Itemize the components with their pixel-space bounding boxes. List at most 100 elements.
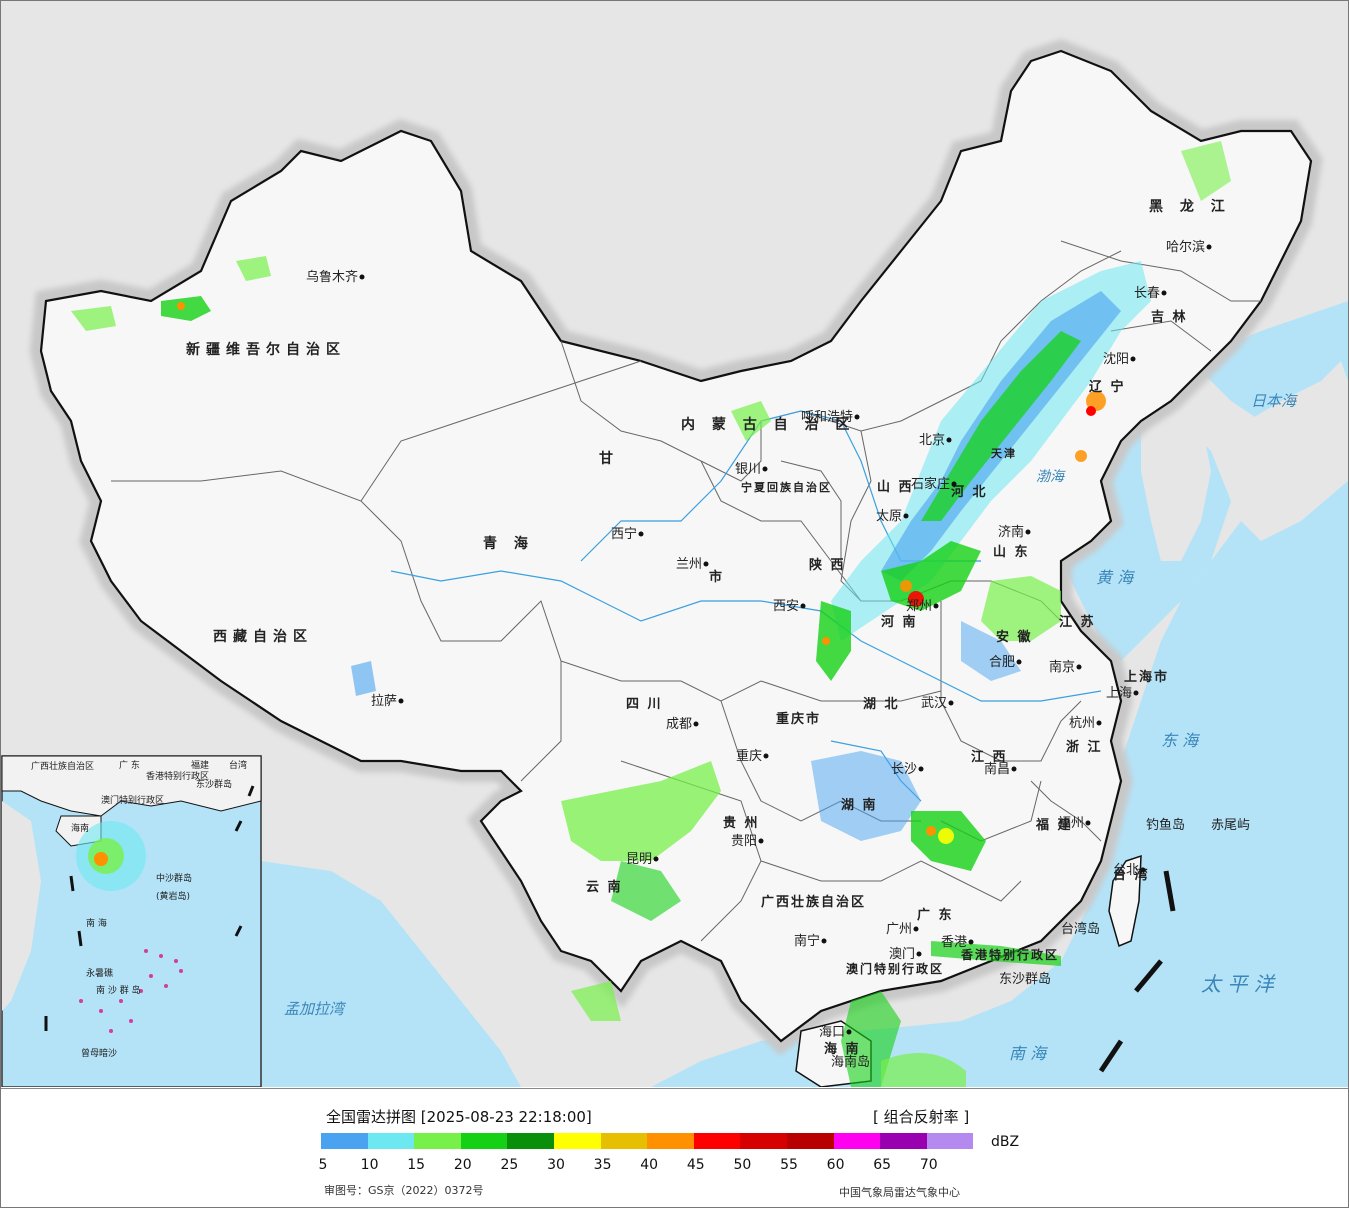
city-label: 济南 [998, 524, 1024, 540]
scale-swatch [740, 1133, 787, 1149]
city-label: 呼和浩特 [801, 410, 853, 425]
inset-label: 台湾 [229, 759, 247, 771]
province-label: 福 建 [1035, 817, 1073, 833]
scale-tick: 25 [500, 1157, 519, 1173]
review-number: 审图号：GS京（2022）0372号 [324, 1184, 484, 1197]
city-dot [1085, 820, 1091, 826]
city-dot [1140, 867, 1146, 873]
city-label: 长沙 [891, 762, 917, 777]
city-dot [903, 513, 909, 519]
scale-tick: 15 [407, 1157, 426, 1173]
province-label: 辽 宁 [1089, 379, 1126, 395]
province-label: 四 川 [626, 697, 663, 712]
scale-swatch [507, 1133, 554, 1149]
city-dot [1076, 664, 1082, 670]
legend-panel: 全国雷达拼图 [2025-08-23 22:18:00] [ 组合反射率 ] d… [1, 1088, 1348, 1207]
city-dot [1133, 690, 1139, 696]
scale-swatch [880, 1133, 927, 1149]
province-label: 广 东 [917, 907, 954, 923]
sea-label: 黄 海 [1096, 568, 1135, 587]
city-label: 南宁 [794, 933, 820, 949]
unit-label: dBZ [991, 1134, 1020, 1150]
scale-tick: 65 [873, 1157, 892, 1173]
city-label: 南昌 [984, 761, 1010, 777]
city-label: 成都 [666, 717, 692, 732]
province-label: 海 南 [824, 1041, 861, 1057]
inset-label: 南 沙 群 岛 [96, 984, 141, 996]
color-scale [321, 1133, 974, 1149]
city-label: 海口 [819, 1025, 845, 1040]
province-label: 陕 西 [809, 557, 846, 573]
city-dot [918, 766, 924, 772]
radar-echoes [71, 141, 1231, 1087]
scale-tick: 30 [547, 1157, 565, 1173]
city-dot [693, 721, 699, 727]
city-label: 拉萨 [371, 694, 397, 709]
island-label: 海南岛 [831, 1054, 870, 1070]
city-label: 澳门 [889, 946, 915, 962]
island-label: 赤尾屿 [1211, 818, 1250, 833]
inset-islands [79, 949, 183, 1033]
city-dot [821, 938, 827, 944]
city-label: 广州 [886, 922, 912, 937]
product-name: [ 组合反射率 ] [873, 1108, 970, 1126]
province-label: 香港特别行政区 [960, 947, 1059, 962]
province-label: 江 西 [971, 749, 1008, 765]
city-label: 西安 [773, 599, 799, 614]
scale-tick: 40 [640, 1157, 659, 1173]
inset-label: 曾母暗沙 [81, 1047, 117, 1059]
city-dot [638, 531, 644, 537]
province-label: 市 [709, 569, 724, 585]
city-dot [758, 838, 764, 844]
sea-label: 太 平 洋 [1201, 972, 1276, 996]
city-label: 台北 [1113, 863, 1139, 878]
scale-tick: 55 [780, 1157, 798, 1173]
scale-swatch [647, 1133, 694, 1149]
scale-swatch [786, 1133, 834, 1149]
city-label: 杭州 [1069, 716, 1095, 731]
city-dot [763, 753, 769, 759]
scale-swatch [460, 1133, 508, 1149]
city-dot [916, 951, 922, 957]
ocean-bengal [261, 861, 521, 1087]
sea-label: 日本海 [1251, 392, 1298, 410]
province-label: 青 海 [483, 535, 534, 552]
island-label: 东沙群岛 [999, 971, 1051, 987]
province-label: 河 南 [881, 614, 918, 630]
province-label: 江 苏 [1059, 614, 1096, 630]
scale-tick: 10 [360, 1157, 379, 1173]
inset-label: 南 海 [86, 917, 107, 929]
city-label: 合肥 [989, 655, 1015, 670]
inset-label: 广 东 [119, 759, 140, 771]
province-label: 广西壮族自治区 [761, 894, 866, 910]
island-label: 台湾岛 [1061, 921, 1100, 937]
city-label: 太原 [876, 509, 902, 524]
sea-label: 孟加拉湾 [284, 1000, 347, 1018]
ocean-east [651, 421, 1348, 1087]
province-label: 上海市 [1124, 669, 1169, 685]
city-dot [968, 939, 974, 945]
scale-tick: 20 [453, 1157, 472, 1173]
city-label: 北京 [919, 433, 945, 448]
city-label: 沈阳 [1103, 352, 1129, 367]
maritime-boundaries [1098, 870, 1176, 1073]
city-label: 昆明 [626, 852, 652, 867]
city-label: 上海 [1106, 686, 1132, 701]
taiwan-island [1108, 854, 1142, 948]
province-label: 重庆市 [776, 711, 821, 727]
city-label: 郑州 [906, 599, 932, 614]
south-china-sea-inset [1, 755, 262, 1087]
province-label: 内 蒙 古 自 治 区 [681, 416, 855, 433]
province-label: 云 南 [586, 879, 623, 895]
province-label: 天津 [991, 446, 1017, 460]
inset-label: (黄岩岛) [156, 890, 190, 902]
scale-swatch [833, 1133, 881, 1149]
province-label: 浙 江 [1066, 739, 1103, 755]
scale-swatch [926, 1133, 974, 1149]
province-label: 新疆维吾尔自治区 [186, 341, 346, 358]
sea-label: 东 海 [1161, 731, 1200, 750]
sea-label: 南 海 [1009, 1044, 1048, 1063]
city-dot [1016, 659, 1022, 665]
city-dot [653, 856, 659, 862]
